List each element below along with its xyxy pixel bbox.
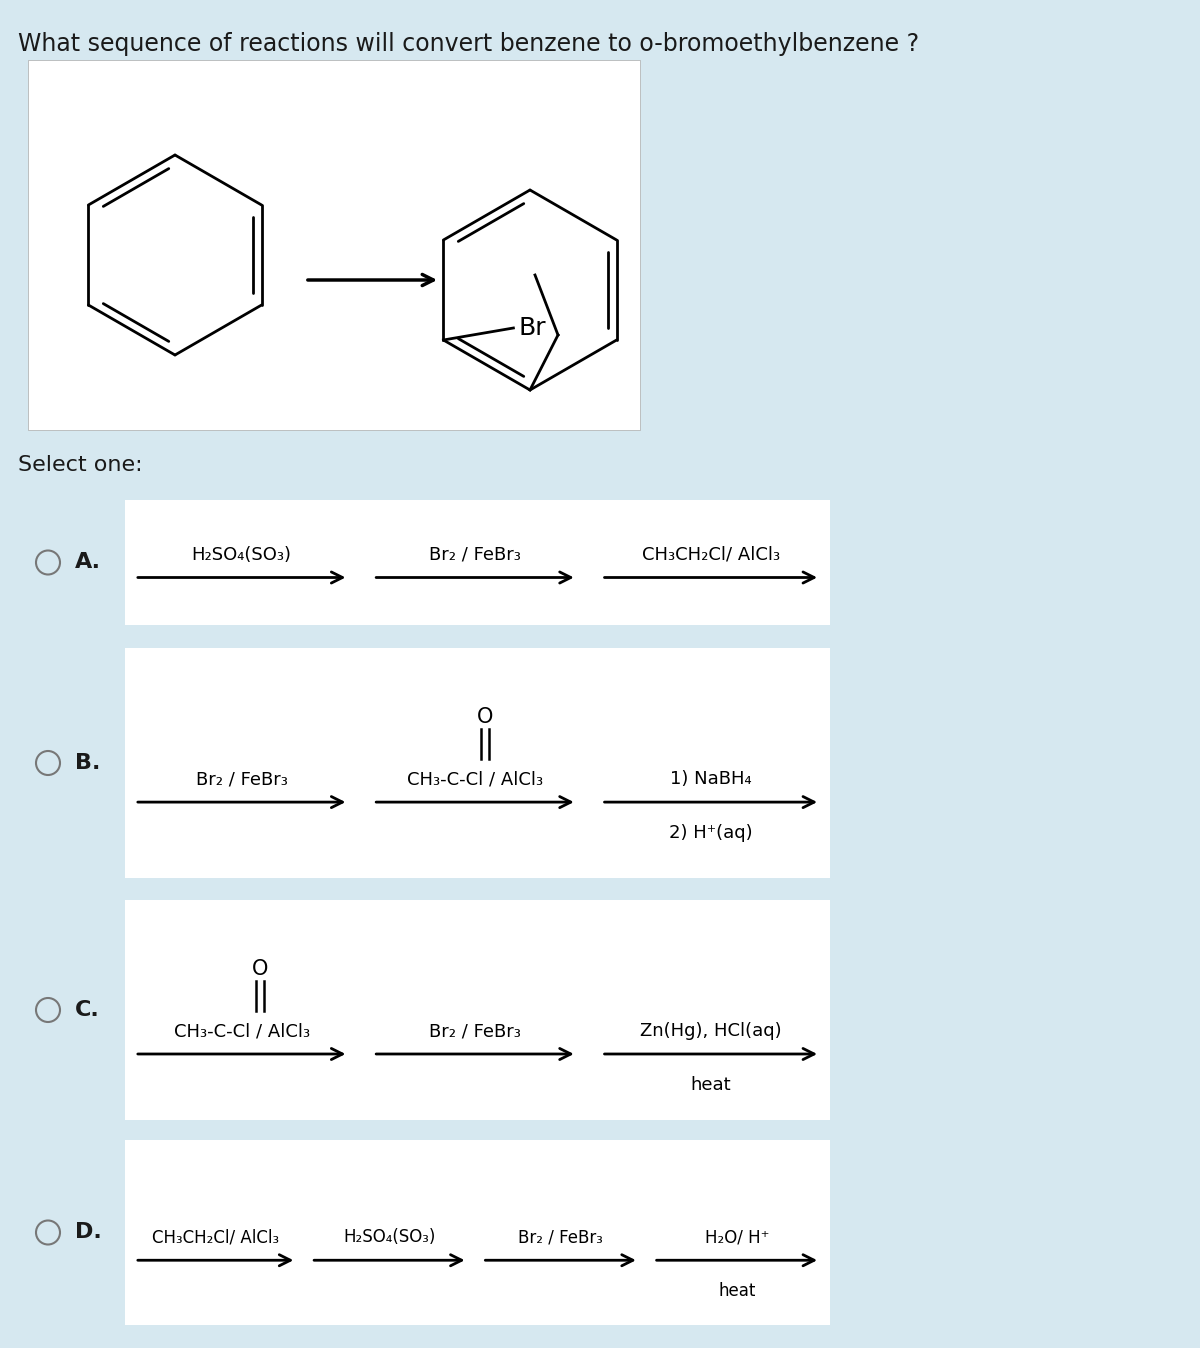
Text: C.: C. bbox=[74, 1000, 100, 1020]
Text: CH₃CH₂Cl/ AlCl₃: CH₃CH₂Cl/ AlCl₃ bbox=[152, 1228, 280, 1247]
FancyBboxPatch shape bbox=[125, 648, 830, 878]
Text: What sequence of reactions will convert benzene to o-bromoethylbenzene ?: What sequence of reactions will convert … bbox=[18, 32, 919, 57]
Text: H₂O/ H⁺: H₂O/ H⁺ bbox=[704, 1228, 769, 1247]
FancyBboxPatch shape bbox=[125, 500, 830, 625]
Text: Br₂ / FeBr₃: Br₂ / FeBr₃ bbox=[196, 770, 288, 789]
Text: O: O bbox=[476, 708, 493, 727]
Text: CH₃-C-Cl / AlCl₃: CH₃-C-Cl / AlCl₃ bbox=[407, 770, 544, 789]
FancyBboxPatch shape bbox=[125, 1140, 830, 1325]
Text: heat: heat bbox=[718, 1282, 756, 1301]
Text: 2) H⁺(aq): 2) H⁺(aq) bbox=[670, 824, 752, 842]
Text: Br₂ / FeBr₃: Br₂ / FeBr₃ bbox=[518, 1228, 604, 1247]
Text: CH₃-C-Cl / AlCl₃: CH₃-C-Cl / AlCl₃ bbox=[174, 1022, 310, 1041]
Text: D.: D. bbox=[74, 1223, 102, 1243]
Text: Br₂ / FeBr₃: Br₂ / FeBr₃ bbox=[430, 546, 521, 563]
Text: H₂SO₄(SO₃): H₂SO₄(SO₃) bbox=[343, 1228, 436, 1247]
Text: Br: Br bbox=[518, 315, 546, 340]
Text: Br₂ / FeBr₃: Br₂ / FeBr₃ bbox=[430, 1022, 521, 1041]
Text: B.: B. bbox=[74, 754, 101, 772]
Text: O: O bbox=[252, 958, 268, 979]
Text: Select one:: Select one: bbox=[18, 456, 143, 474]
FancyBboxPatch shape bbox=[28, 61, 640, 430]
Text: A.: A. bbox=[74, 553, 101, 573]
Text: CH₃CH₂Cl/ AlCl₃: CH₃CH₂Cl/ AlCl₃ bbox=[642, 546, 780, 563]
Text: H₂SO₄(SO₃): H₂SO₄(SO₃) bbox=[192, 546, 292, 563]
FancyBboxPatch shape bbox=[125, 900, 830, 1120]
Text: heat: heat bbox=[690, 1076, 731, 1095]
Text: 1) NaBH₄: 1) NaBH₄ bbox=[670, 770, 751, 789]
Text: Zn(Hg), HCl(aq): Zn(Hg), HCl(aq) bbox=[640, 1022, 781, 1041]
